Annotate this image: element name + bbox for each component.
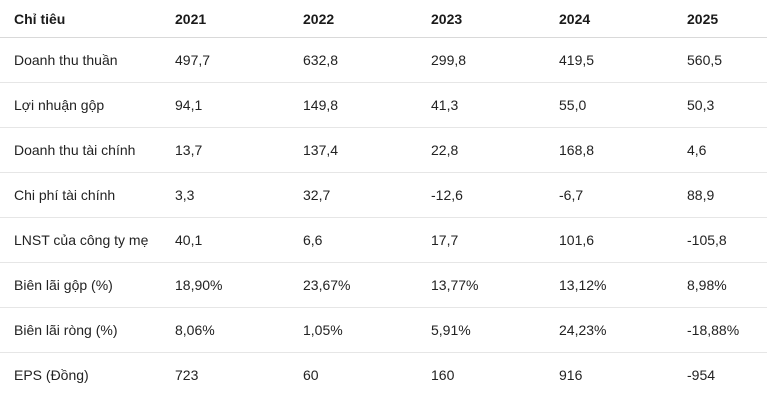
row-label: Biên lãi gộp (%) xyxy=(0,262,175,308)
table-row: EPS (Đồng) 723 60 160 916 -954 xyxy=(0,353,767,398)
row-label: Doanh thu thuần xyxy=(0,37,175,83)
table-row: Biên lãi ròng (%) 8,06% 1,05% 5,91% 24,2… xyxy=(0,307,767,353)
table-row: Biên lãi gộp (%) 18,90% 23,67% 13,77% 13… xyxy=(0,262,767,308)
header-indicator: Chỉ tiêu xyxy=(0,0,175,38)
table-cell: -18,88% xyxy=(687,307,767,353)
header-year-2021: 2021 xyxy=(175,0,303,38)
header-year-2024: 2024 xyxy=(559,0,687,38)
table-cell: 299,8 xyxy=(431,37,559,83)
table-cell: 4,6 xyxy=(687,127,767,173)
header-year-2025: 2025 xyxy=(687,0,767,38)
table-cell: 6,6 xyxy=(303,217,431,263)
table-cell: 723 xyxy=(175,367,199,383)
row-label: EPS (Đồng) xyxy=(14,367,89,383)
table-cell: -6,7 xyxy=(559,172,687,218)
table-cell: 24,23% xyxy=(559,307,687,353)
table-cell: 419,5 xyxy=(559,37,687,83)
table-cell: 137,4 xyxy=(303,127,431,173)
table-cell: 60 xyxy=(303,367,319,383)
table-cell: 632,8 xyxy=(303,37,431,83)
header-row: Chỉ tiêu 2021 2022 2023 2024 2025 xyxy=(0,0,767,38)
table-cell: 55,0 xyxy=(559,82,687,128)
table-cell: 13,77% xyxy=(431,262,559,308)
table-cell: -12,6 xyxy=(431,172,559,218)
table-row: Lợi nhuận gộp 94,1 149,8 41,3 55,0 50,3 xyxy=(0,82,767,128)
table-cell: 160 xyxy=(431,367,455,383)
row-label: Lợi nhuận gộp xyxy=(0,82,175,128)
row-label: Chi phí tài chính xyxy=(0,172,175,218)
table-cell: 168,8 xyxy=(559,127,687,173)
table-cell: 88,9 xyxy=(687,172,767,218)
table-row: Doanh thu tài chính 13,7 137,4 22,8 168,… xyxy=(0,127,767,173)
table-row: Chi phí tài chính 3,3 32,7 -12,6 -6,7 88… xyxy=(0,172,767,218)
table-cell: 1,05% xyxy=(303,307,431,353)
table-cell: 101,6 xyxy=(559,217,687,263)
row-label: Biên lãi ròng (%) xyxy=(0,307,175,353)
table-cell: 8,98% xyxy=(687,262,767,308)
table-cell: 17,7 xyxy=(431,217,559,263)
table-cell: 32,7 xyxy=(303,172,431,218)
table-cell: 18,90% xyxy=(175,262,303,308)
table-cell: 3,3 xyxy=(175,172,303,218)
table-row: Doanh thu thuần 497,7 632,8 299,8 419,5 … xyxy=(0,37,767,83)
table-cell: 23,67% xyxy=(303,262,431,308)
header-year-2023: 2023 xyxy=(431,0,559,38)
table-cell: 149,8 xyxy=(303,82,431,128)
row-label: LNST của công ty mẹ xyxy=(0,217,175,263)
table-cell: -105,8 xyxy=(687,217,767,263)
table-cell: 50,3 xyxy=(687,82,767,128)
table-cell: 22,8 xyxy=(431,127,559,173)
table-cell: 13,7 xyxy=(175,127,303,173)
table-cell: 40,1 xyxy=(175,217,303,263)
table-cell: 13,12% xyxy=(559,262,687,308)
table-row: LNST của công ty mẹ 40,1 6,6 17,7 101,6 … xyxy=(0,217,767,263)
table-cell: 5,91% xyxy=(431,307,559,353)
table-cell: 497,7 xyxy=(175,37,303,83)
table-cell: 560,5 xyxy=(687,37,767,83)
table-cell: 94,1 xyxy=(175,82,303,128)
header-year-2022: 2022 xyxy=(303,0,431,38)
table-cell: 41,3 xyxy=(431,82,559,128)
row-label: Doanh thu tài chính xyxy=(0,127,175,173)
table-cell: 916 xyxy=(559,367,583,383)
table-cell: -954 xyxy=(687,367,716,383)
table-cell: 8,06% xyxy=(175,307,303,353)
